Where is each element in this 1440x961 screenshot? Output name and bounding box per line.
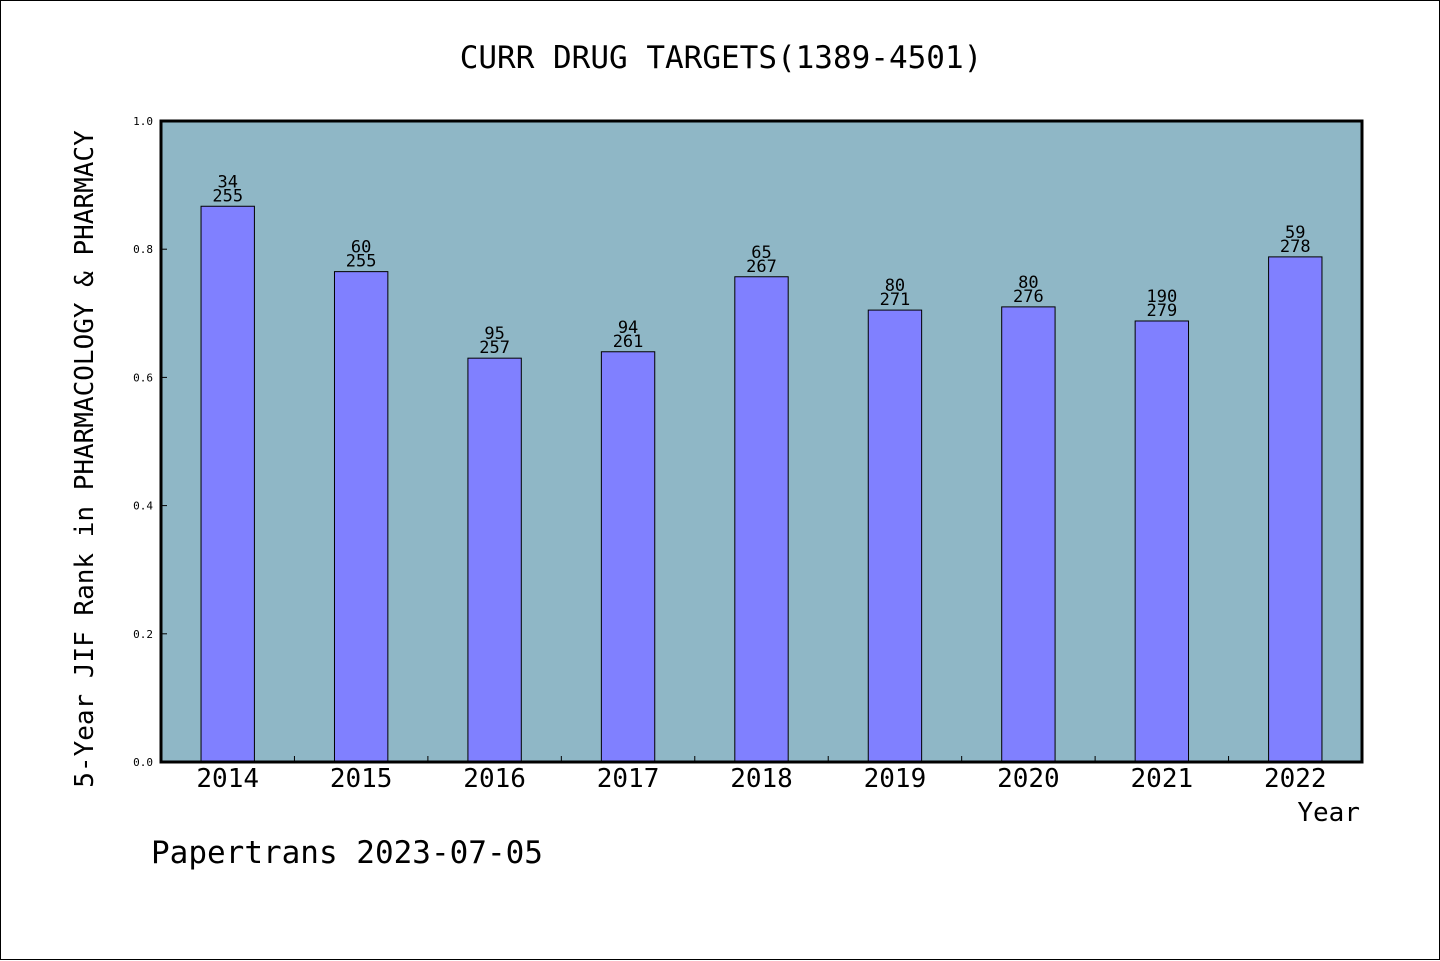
x-tick-label-2014: 2014 <box>196 764 259 794</box>
y-tick-label: 0.4 <box>133 500 153 513</box>
bar-rank-label-2019: 80 <box>885 276 905 296</box>
x-tick-label-2019: 2019 <box>864 764 927 794</box>
bar-total-label-2014: 255 <box>212 186 243 206</box>
bar-2015 <box>333 271 389 763</box>
y-axis-label: 5-Year JIF Rank in PHARMACOLOGY & PHARMA… <box>70 130 100 788</box>
bar-2018 <box>734 276 789 763</box>
x-tick-label-2015: 2015 <box>330 764 393 794</box>
bar-2019 <box>867 309 923 763</box>
bar-rank-label-2022: 59 <box>1285 223 1305 243</box>
y-tick-label: 0.6 <box>133 371 153 384</box>
x-tick-label-2018: 2018 <box>730 764 793 794</box>
bar-total-label-2017: 261 <box>613 332 644 352</box>
bar-rank-label-2014: 34 <box>217 172 237 192</box>
bar-total-label-2018: 267 <box>746 257 777 277</box>
x-tick-label-2017: 2017 <box>597 764 660 794</box>
x-tick-label-2016: 2016 <box>463 764 526 794</box>
plot-border <box>159 119 1364 764</box>
x-tick-label-2022: 2022 <box>1264 764 1327 794</box>
bar-total-label-2022: 278 <box>1280 237 1311 257</box>
axis-layer: 2014 2015 2016 2017 2018 2019 2020 2021 2022 0.0 0… <box>133 115 1326 794</box>
bar-total-label-2020: 276 <box>1013 287 1044 307</box>
bar-rank-label-2018: 65 <box>751 243 771 263</box>
chart-title: CURR DRUG TARGETS(1389-4501) <box>460 40 983 76</box>
y-tick-label: 0.2 <box>133 628 153 641</box>
bar-rank-label-2021: 190 <box>1146 287 1177 307</box>
bar-total-label-2019: 271 <box>880 290 911 310</box>
bar-total-label-2021: 279 <box>1146 301 1177 321</box>
bar-2022 <box>1268 256 1323 763</box>
y-tick-label: 1.0 <box>133 115 153 128</box>
y-tick-label: 0.8 <box>133 243 153 256</box>
y-tick-label: 0.0 <box>133 756 153 769</box>
footer-text: Papertrans 2023-07-05 <box>151 835 543 871</box>
bar-2021 <box>1134 320 1190 763</box>
x-tick-label-2020: 2020 <box>997 764 1060 794</box>
bar-rank-label-2020: 80 <box>1018 273 1038 293</box>
x-axis-label: Year <box>1297 798 1360 828</box>
bar-rank-label-2016: 95 <box>484 324 504 344</box>
bar-2017 <box>600 351 656 763</box>
x-tick-label-2021: 2021 <box>1131 764 1194 794</box>
bar-2020 <box>1001 306 1056 763</box>
bar-total-label-2016: 257 <box>479 338 510 358</box>
bar-2016 <box>467 357 522 763</box>
bar-rank-label-2017: 94 <box>618 318 638 338</box>
bar-total-label-2015: 255 <box>346 252 377 272</box>
bar-rank-label-2015: 60 <box>351 238 371 258</box>
bar-2014 <box>200 205 255 763</box>
